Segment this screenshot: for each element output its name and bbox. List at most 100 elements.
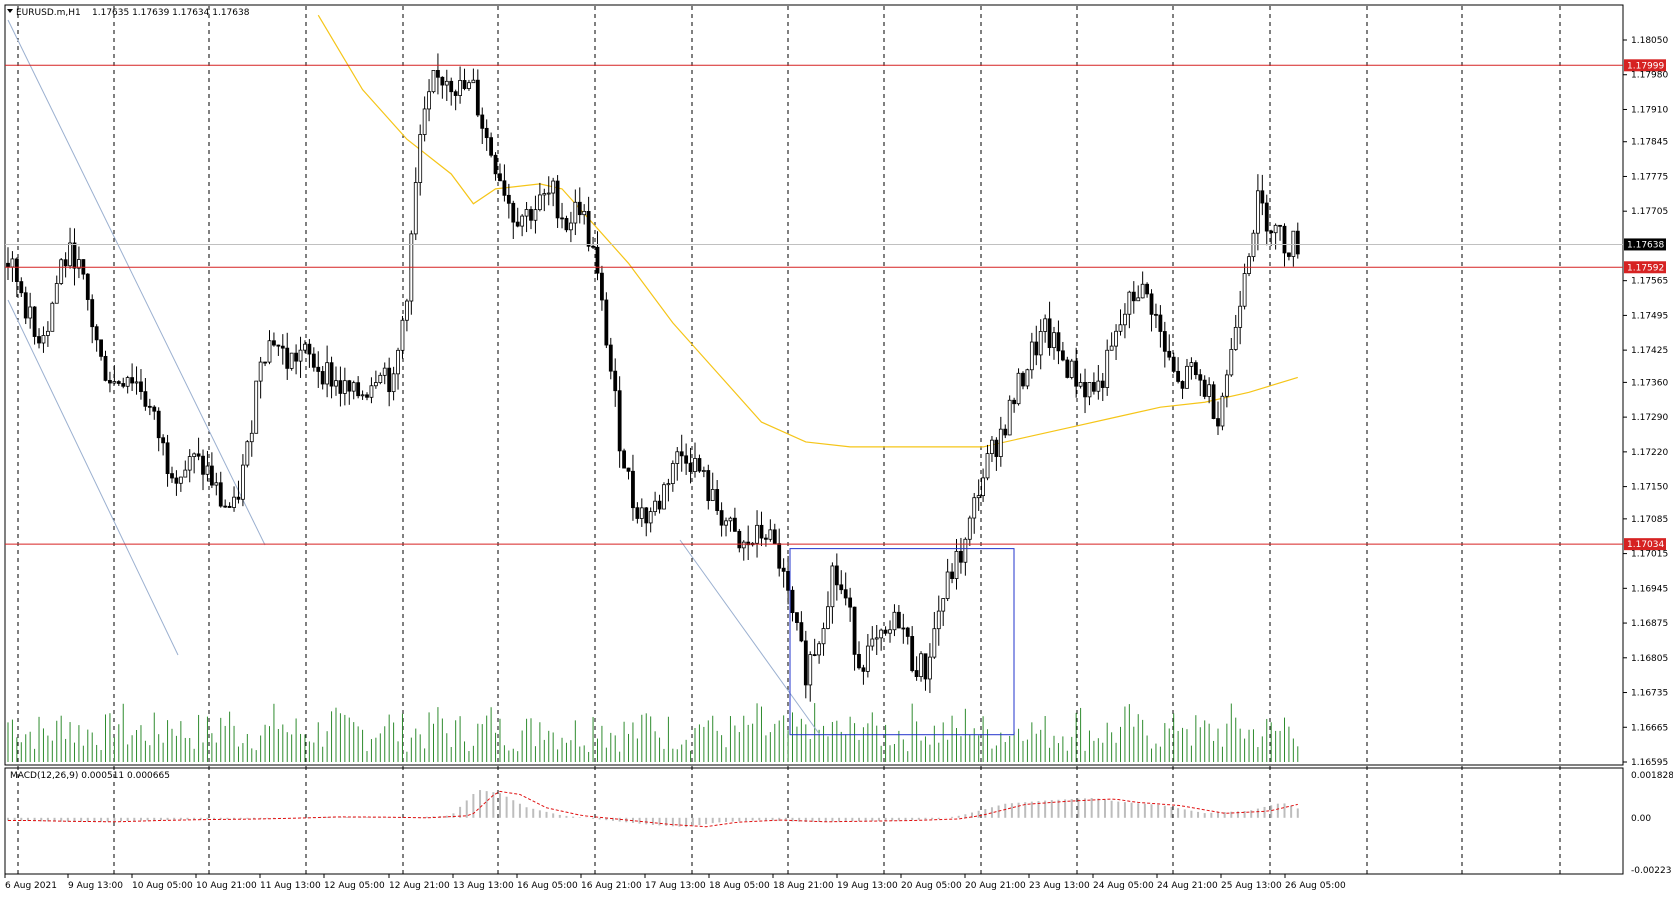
candle-body: [258, 361, 263, 382]
candle-body: [316, 366, 321, 372]
price-tick-label: 1.17085: [1631, 515, 1668, 525]
vertical-gridlines: [17, 6, 1561, 874]
candle-body: [387, 367, 392, 393]
candle-body: [1176, 370, 1181, 382]
candle-body: [985, 453, 990, 479]
consolidation-box: [789, 548, 1015, 736]
candle-body: [471, 79, 476, 84]
candle-body: [1043, 318, 1048, 332]
level-label: 1.17034: [1627, 540, 1664, 550]
candle-body: [626, 467, 631, 472]
level-tag: [1624, 261, 1666, 274]
price-tick-label: 1.17015: [1631, 550, 1668, 560]
candle-body: [600, 272, 604, 301]
time-tick-label: 26 Aug 05:00: [1285, 881, 1346, 891]
price-tick-label: 1.18050: [1631, 36, 1668, 46]
candle-body: [994, 439, 999, 457]
horizontal-levels[interactable]: 1.17999 1.17592 1.17034 1.17638: [5, 59, 1666, 551]
macd-tick-label: 0.001828: [1631, 771, 1673, 781]
candle-body: [196, 453, 201, 457]
candle-body: [360, 394, 365, 397]
candle-body: [533, 209, 538, 221]
candle-body: [657, 500, 662, 510]
time-tick-label: 17 Aug 13:00: [645, 881, 706, 891]
candle-body: [77, 259, 81, 269]
candle-body: [294, 352, 298, 362]
candle-body: [1140, 283, 1145, 299]
candle-body: [1154, 313, 1158, 316]
range-box[interactable]: [789, 548, 1015, 736]
candle-body: [967, 517, 972, 540]
candle-body: [10, 258, 15, 268]
candle-body: [622, 450, 626, 469]
candle-body: [37, 336, 41, 344]
candle-body: [693, 458, 697, 472]
candle-body: [910, 636, 915, 671]
candle-body: [1003, 428, 1008, 436]
candle-body: [1029, 341, 1034, 371]
candle-body: [174, 477, 179, 484]
candle-body: [1083, 381, 1087, 398]
candle-body: [834, 565, 839, 586]
candle-body: [444, 80, 449, 86]
price-tick-label: 1.17220: [1631, 448, 1668, 458]
candle-body: [1065, 359, 1070, 378]
candle-body: [493, 154, 498, 175]
price-tick-label: 1.17705: [1631, 207, 1668, 217]
candle-body: [648, 511, 653, 524]
candle-body: [662, 484, 666, 510]
candle-body: [484, 127, 489, 139]
candle-body: [613, 370, 618, 392]
level-label: 1.17592: [1627, 263, 1664, 273]
price-tick-label: 1.16665: [1631, 723, 1668, 733]
candle-body: [170, 473, 174, 479]
candle-body: [1287, 252, 1291, 257]
candle-body: [152, 406, 157, 412]
candle-body: [679, 451, 684, 457]
candle-body: [90, 299, 95, 328]
candle-body: [1247, 256, 1251, 274]
candle-body: [959, 550, 963, 563]
candle-body: [976, 495, 981, 499]
candle-body: [112, 381, 117, 384]
current-price-label: 1.17638: [1627, 240, 1664, 250]
candle-body: [405, 300, 409, 321]
price-tick-label: 1.17980: [1631, 71, 1668, 81]
candle-body: [857, 653, 861, 669]
trend-lines: [7, 19, 821, 736]
candle-body: [812, 654, 817, 656]
dropdown-triangle-icon[interactable]: [7, 9, 13, 13]
candle-body: [178, 476, 183, 484]
candle-body: [586, 211, 591, 247]
candle-body: [1016, 372, 1021, 405]
candle-body: [1220, 395, 1225, 427]
candle-body: [19, 281, 24, 294]
candle-body: [817, 643, 822, 656]
candle-body: [506, 194, 511, 204]
candle-body: [72, 242, 77, 269]
candle-body: [1034, 341, 1039, 356]
candle-body: [724, 520, 728, 526]
candle-body: [325, 362, 330, 385]
candle-body: [1149, 293, 1154, 315]
candle-body: [373, 382, 378, 387]
candle-body: [595, 246, 600, 274]
candle-body: [737, 530, 742, 549]
candle-body: [201, 455, 205, 475]
candle-body: [684, 455, 689, 464]
candle-body: [715, 489, 720, 511]
candle-body: [998, 428, 1003, 457]
moving-average-line: [317, 14, 1298, 448]
candle-body: [542, 193, 547, 196]
candle-body: [852, 606, 857, 655]
candle-body: [874, 637, 879, 640]
candle-body: [1118, 324, 1123, 332]
candle-body: [241, 464, 245, 500]
candle-body: [954, 550, 959, 580]
candle-body: [786, 570, 790, 591]
macd-signal-line: [8, 790, 1298, 828]
candle-body: [617, 390, 622, 452]
candle-body: [334, 380, 338, 387]
